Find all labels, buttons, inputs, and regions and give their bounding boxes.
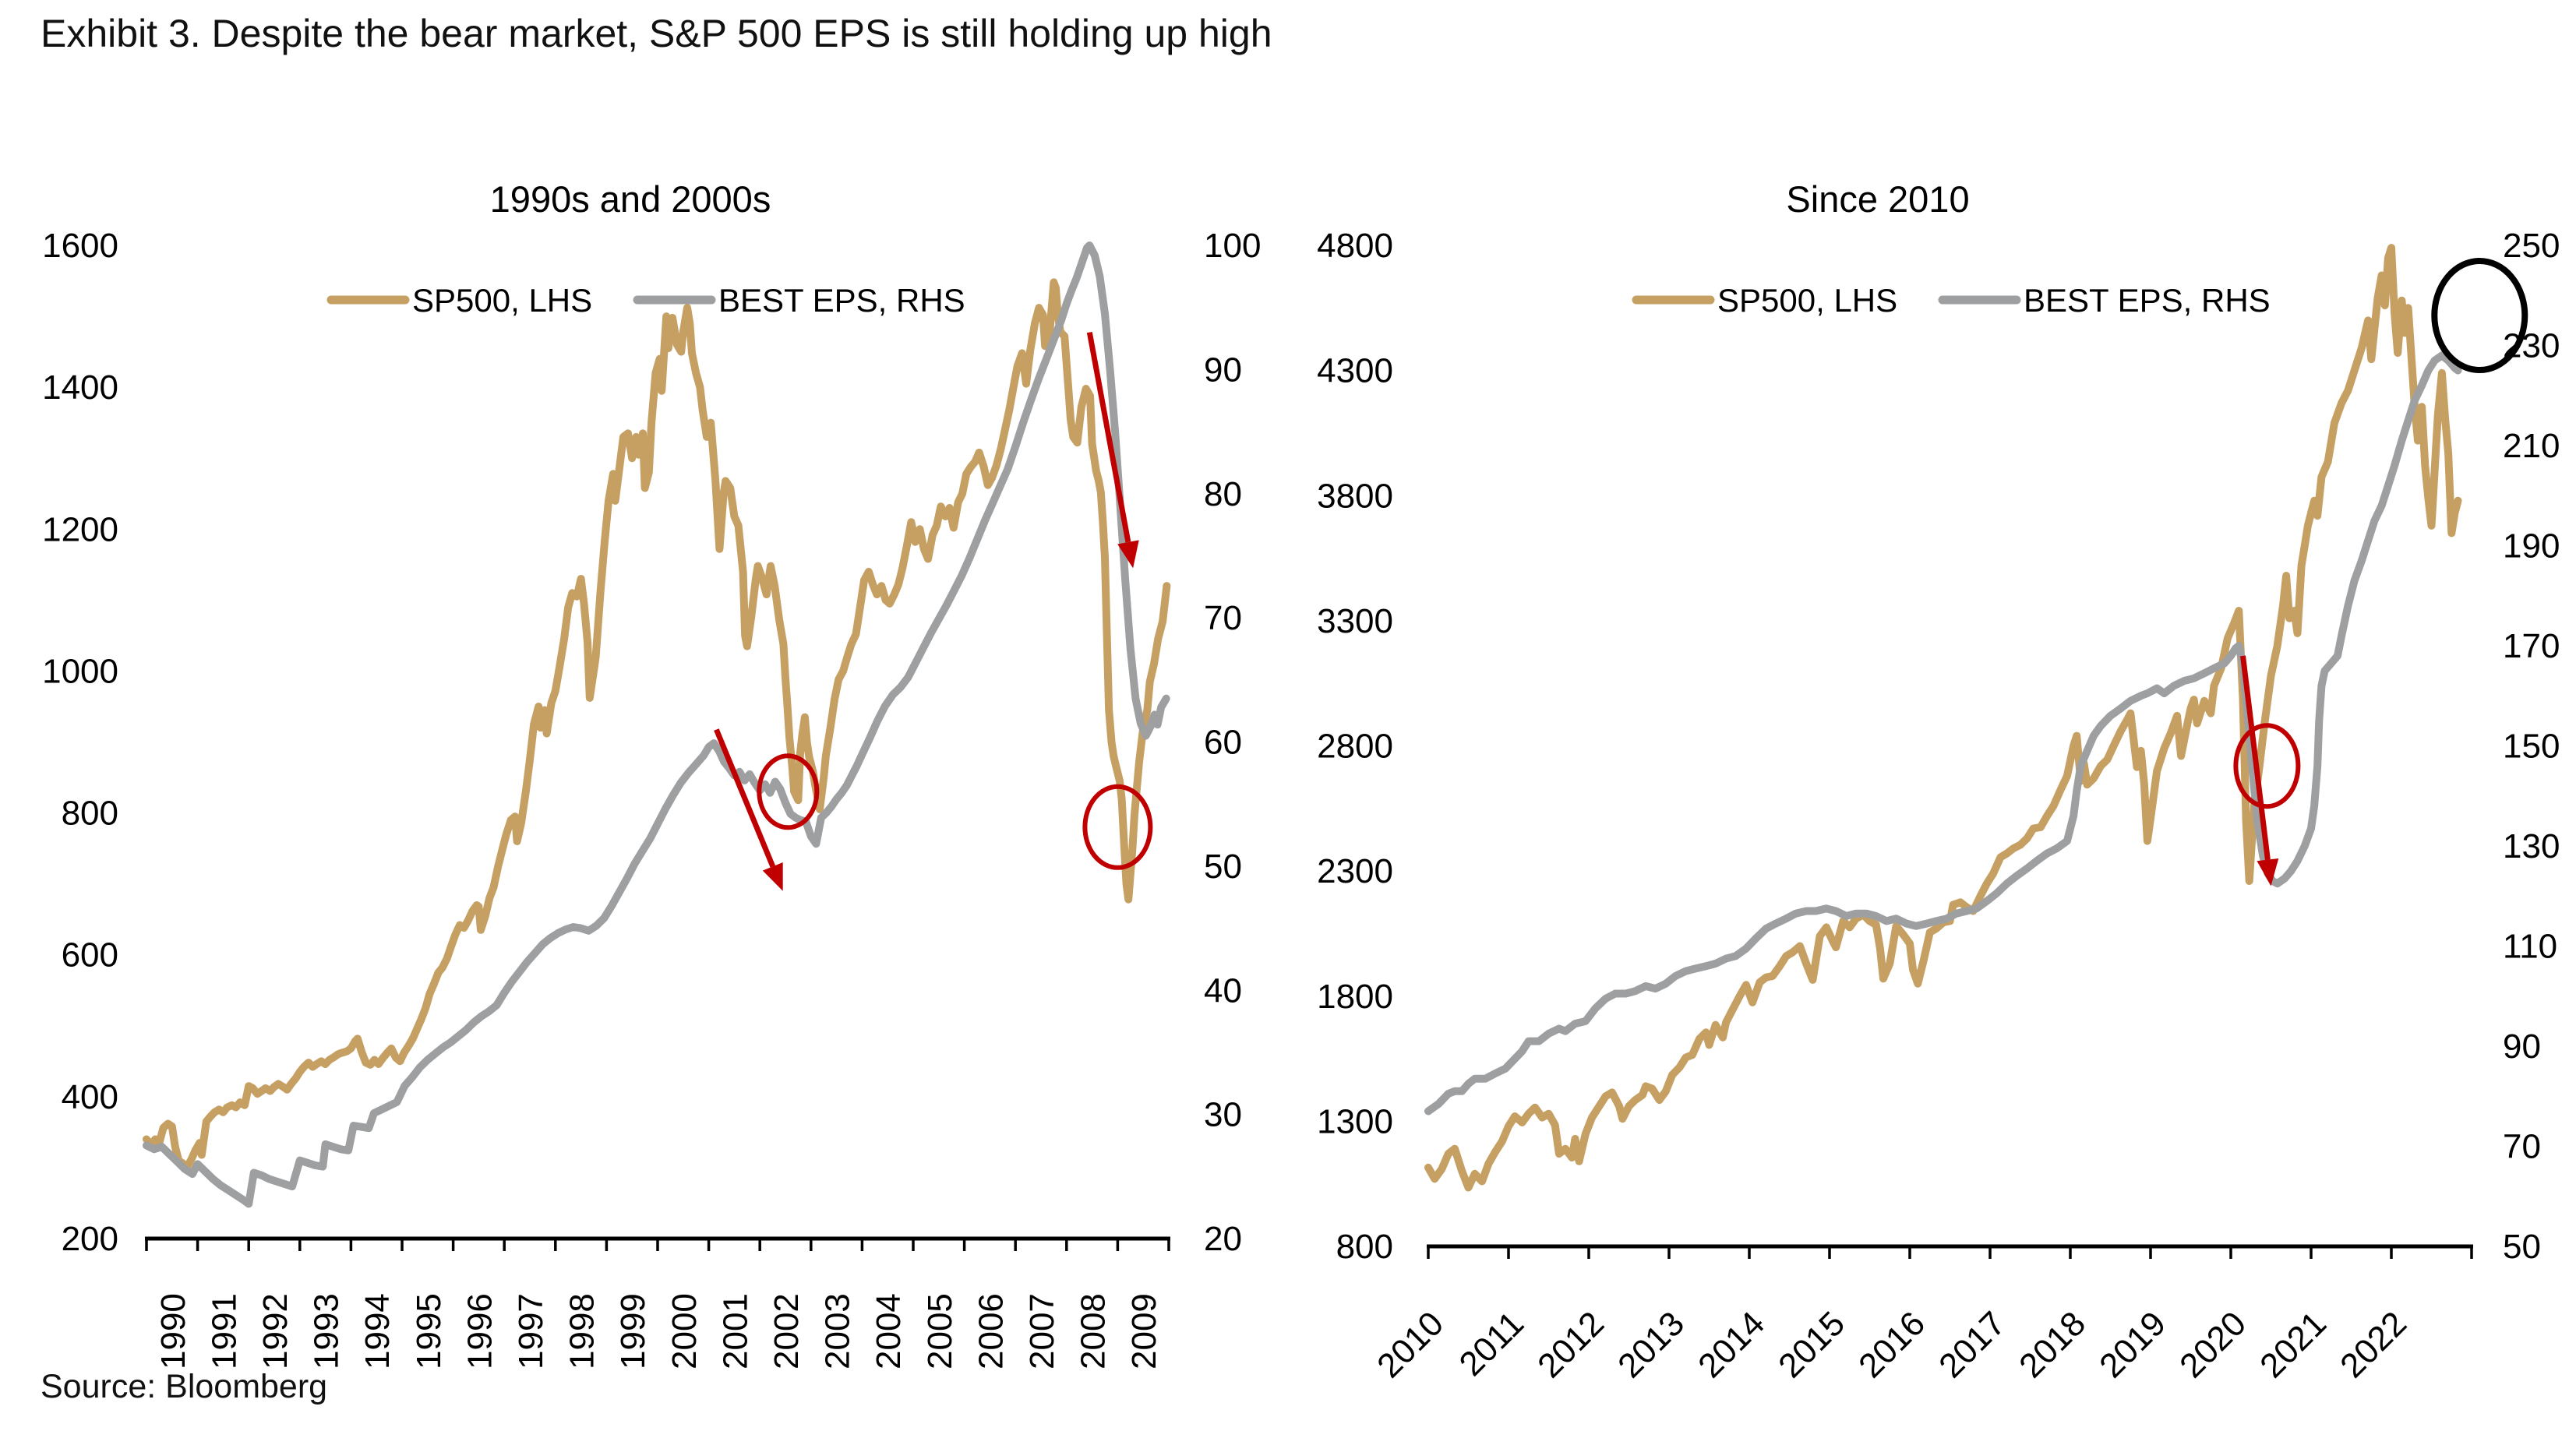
y-right-label: 190 — [2503, 527, 2560, 566]
gfc-crash-arrow-icon — [1086, 331, 1131, 543]
x-axis-label: 2009 — [1125, 1293, 1163, 1369]
x-axis-label: 2015 — [1771, 1304, 1852, 1385]
y-right-label: 60 — [1204, 724, 1242, 762]
x-axis-label: 2008 — [1075, 1293, 1113, 1369]
eps-line — [1424, 351, 2462, 1116]
sp500-line — [143, 278, 1171, 1172]
x-axis-label: 2003 — [819, 1293, 857, 1369]
x-axis-label: 2014 — [1691, 1304, 1772, 1385]
covid-eps-circle-icon — [2233, 723, 2301, 809]
x-axis-label: 2001 — [716, 1293, 754, 1369]
y-right-label: 230 — [2503, 327, 2560, 365]
x-axis-label: 2006 — [972, 1293, 1010, 1369]
x-axis-label: 2000 — [665, 1293, 704, 1369]
y-right-label: 150 — [2503, 728, 2560, 766]
y-left-label: 3800 — [1317, 477, 1393, 515]
legend-label: SP500, LHS — [412, 282, 592, 319]
covid-eps-drop-arrow-head-icon — [2257, 858, 2279, 886]
chart-title: Since 2010 — [1786, 178, 1969, 220]
gfc-crash-arrow-head-icon — [1117, 540, 1139, 569]
chart-title: 1990s and 2000s — [490, 178, 771, 220]
y-right-label: 20 — [1204, 1220, 1242, 1258]
y-right-label: 50 — [1204, 848, 1242, 886]
x-axis-label: 1992 — [256, 1293, 295, 1369]
x-axis-label: 1991 — [205, 1293, 243, 1369]
x-axis-label: 2020 — [2172, 1304, 2253, 1385]
y-left-label: 1800 — [1317, 978, 1393, 1016]
y-right-label: 100 — [1204, 227, 1261, 265]
y-right-label: 90 — [1204, 351, 1242, 389]
y-right-label: 130 — [2503, 827, 2560, 865]
y-left-label: 1600 — [42, 227, 118, 265]
x-axis-label: 2011 — [1452, 1304, 1532, 1383]
x-axis-label: 2004 — [870, 1293, 908, 1369]
y-left-label: 2800 — [1317, 728, 1393, 766]
x-axis-label: 2013 — [1611, 1304, 1692, 1385]
dotcom-eps-decline-arrow-icon — [714, 728, 776, 868]
y-right-label: 90 — [2503, 1027, 2541, 1066]
y-right-label: 70 — [1204, 599, 1242, 637]
y-left-label: 800 — [1336, 1228, 1393, 1266]
x-axis-label: 1990 — [154, 1293, 192, 1369]
gfc-trough-circle-icon — [1082, 784, 1153, 870]
x-axis-label: 2016 — [1851, 1304, 1932, 1385]
x-axis-label: 2022 — [2333, 1304, 2414, 1385]
x-axis-label: 1997 — [512, 1293, 550, 1369]
y-left-label: 1200 — [42, 510, 118, 548]
y-right-label: 70 — [2503, 1128, 2541, 1166]
y-left-label: 2300 — [1317, 852, 1393, 890]
source-note: Source: Bloomberg — [41, 1368, 328, 1405]
y-right-label: 40 — [1204, 971, 1242, 1010]
y-left-label: 1000 — [42, 652, 118, 690]
eps-line — [143, 241, 1170, 1208]
y-right-label: 170 — [2503, 627, 2560, 665]
x-axis-label: 2002 — [768, 1293, 806, 1369]
y-left-label: 4800 — [1317, 227, 1393, 265]
y-left-label: 600 — [62, 936, 118, 975]
x-axis-label: 1995 — [410, 1293, 448, 1369]
x-axis-label: 2012 — [1530, 1304, 1611, 1385]
y-left-label: 400 — [62, 1078, 118, 1116]
dotcom-eps-decline-arrow-head-icon — [762, 862, 783, 891]
y-left-label: 4300 — [1317, 352, 1393, 390]
y-right-label: 50 — [2503, 1228, 2541, 1266]
covid-eps-drop-arrow-icon — [2240, 655, 2271, 861]
y-right-label: 80 — [1204, 475, 1242, 513]
legend-label: SP500, LHS — [1717, 282, 1897, 319]
y-left-label: 200 — [62, 1220, 118, 1258]
x-axis-label: 2018 — [2012, 1304, 2093, 1385]
y-right-label: 250 — [2503, 227, 2560, 265]
dotcom-eps-circle-icon — [757, 753, 820, 830]
y-right-label: 30 — [1204, 1096, 1242, 1134]
y-right-label: 210 — [2503, 427, 2560, 465]
x-axis-label: 1994 — [358, 1293, 397, 1369]
x-axis-label: 1998 — [563, 1293, 602, 1369]
x-axis-label: 2019 — [2092, 1304, 2173, 1385]
legend-label: BEST EPS, RHS — [2024, 282, 2271, 319]
sp500-line — [1424, 244, 2462, 1192]
x-axis-label: 1999 — [614, 1293, 652, 1369]
x-axis-label: 2010 — [1370, 1304, 1451, 1385]
latest-eps-circle-icon — [2431, 258, 2528, 373]
y-left-label: 3300 — [1317, 602, 1393, 640]
x-axis-label: 2007 — [1023, 1293, 1061, 1369]
x-axis-label: 1993 — [308, 1293, 346, 1369]
x-axis-label: 2021 — [2253, 1304, 2334, 1385]
exhibit-title: Exhibit 3. Despite the bear market, S&P … — [41, 12, 1272, 55]
y-left-label: 1400 — [42, 368, 118, 407]
y-left-label: 800 — [62, 795, 118, 833]
x-axis-label: 2017 — [1932, 1304, 2013, 1385]
x-axis-label: 2005 — [921, 1293, 959, 1369]
y-left-label: 1300 — [1317, 1102, 1393, 1140]
x-axis-label: 1996 — [461, 1293, 499, 1369]
y-right-label: 110 — [2503, 928, 2557, 966]
legend-label: BEST EPS, RHS — [718, 282, 965, 319]
